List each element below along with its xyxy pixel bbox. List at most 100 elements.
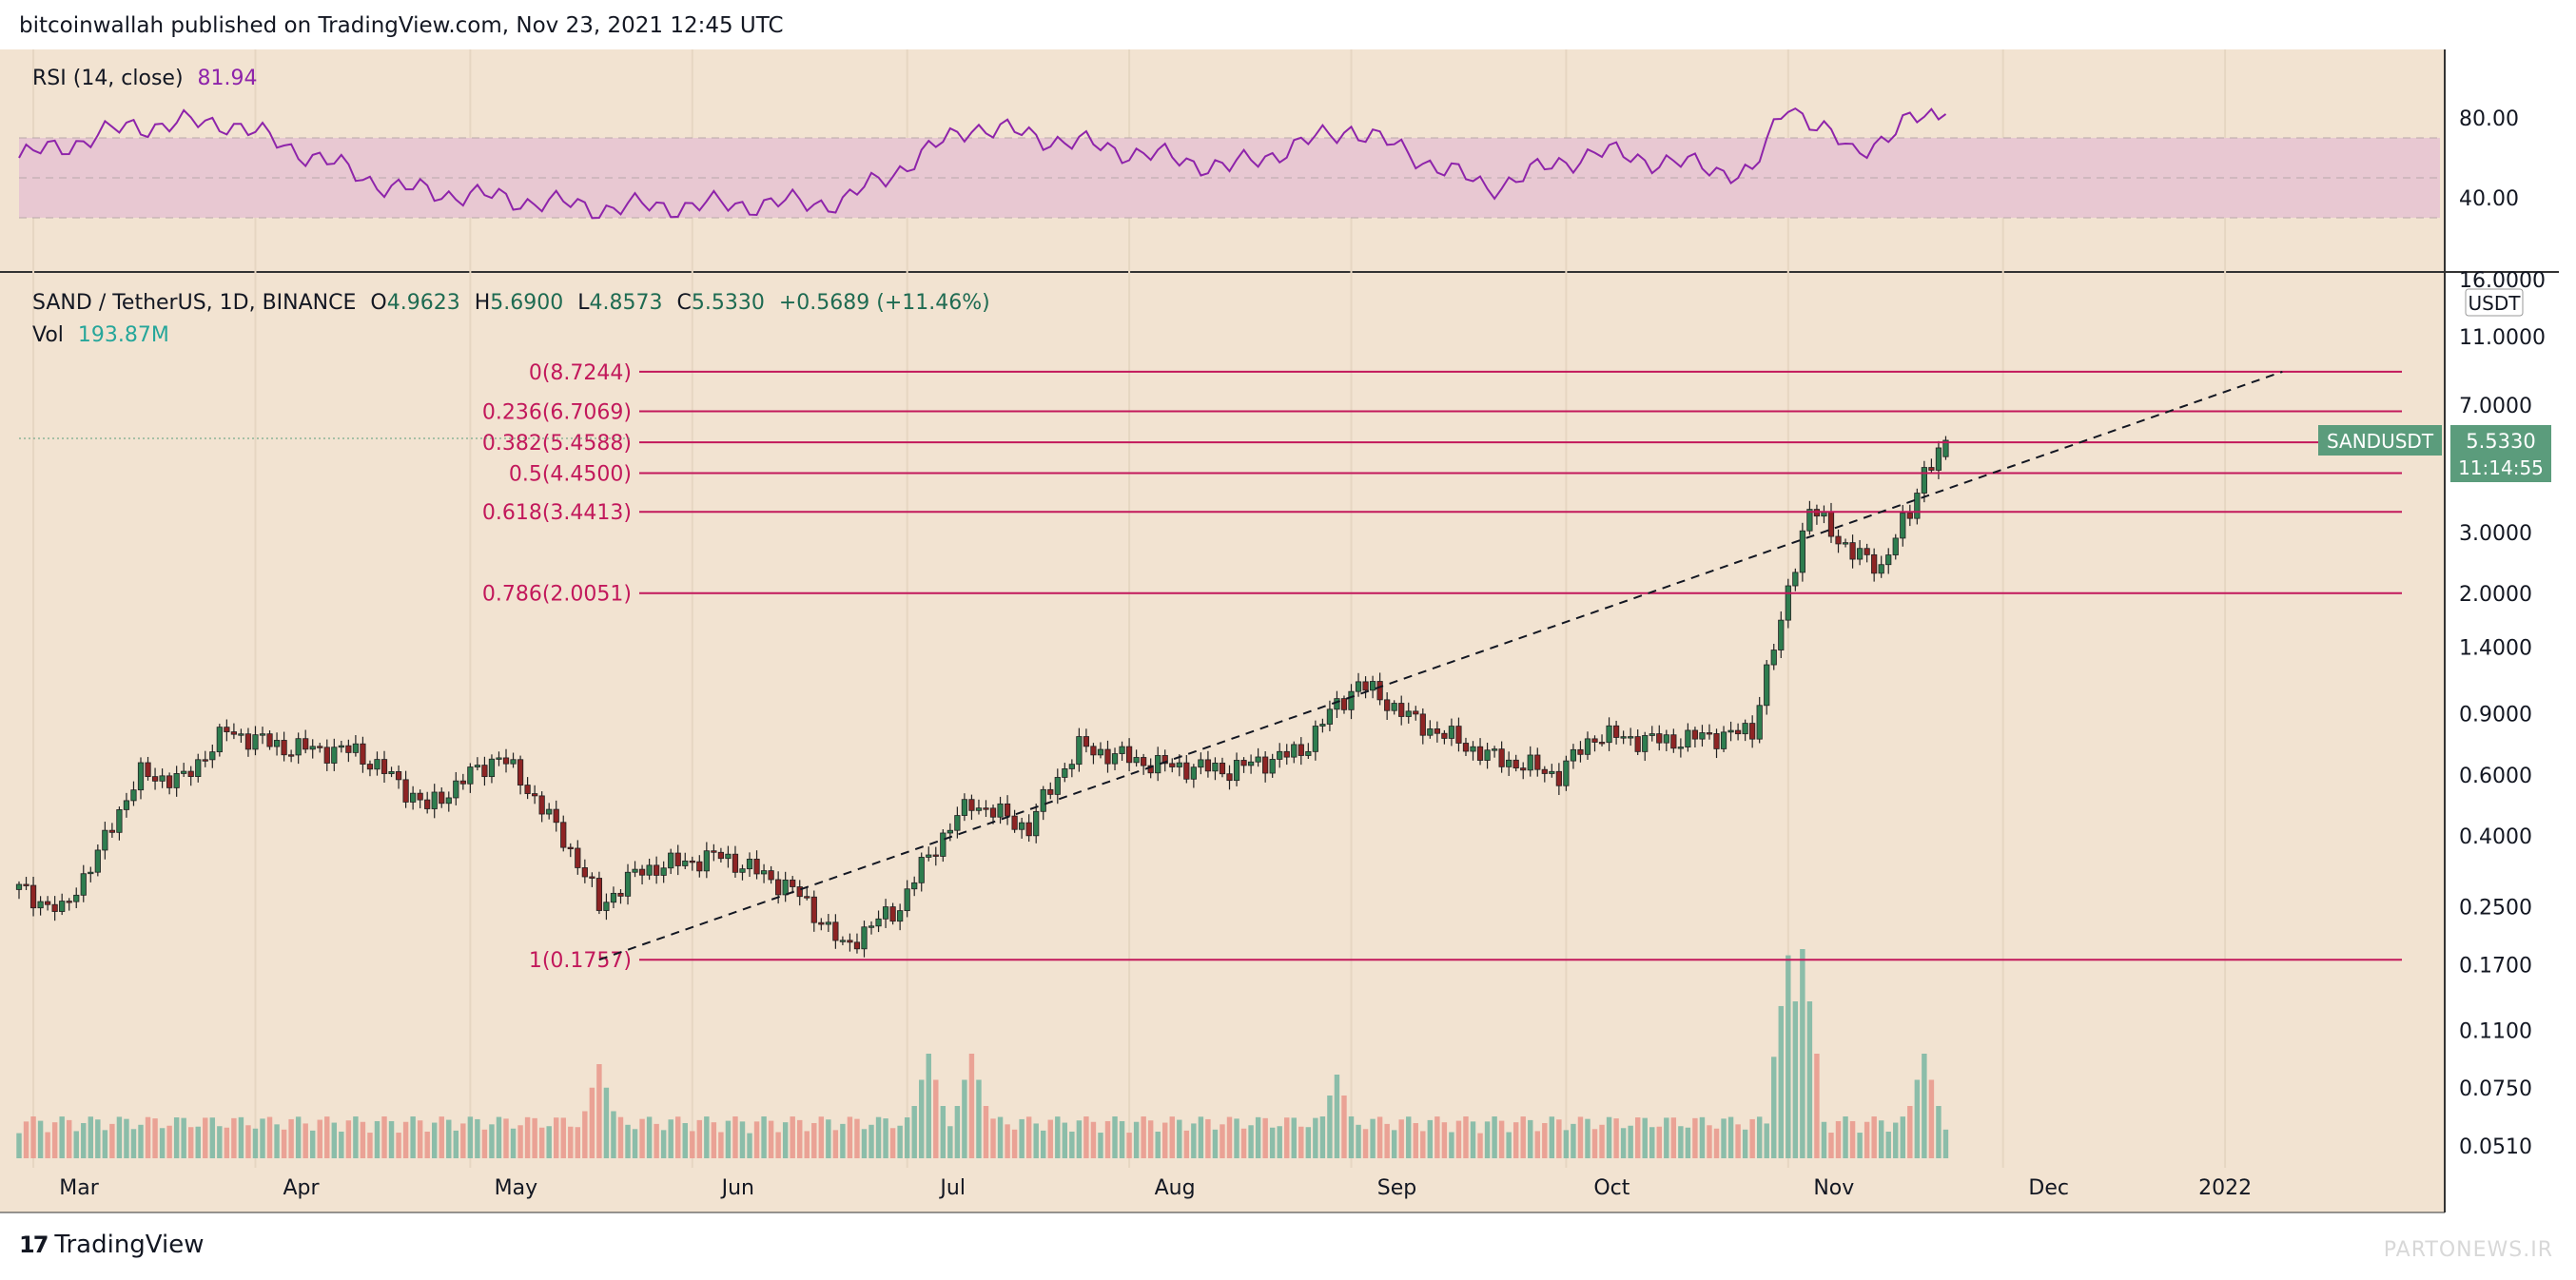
symbol-legend[interactable]: SAND / TetherUS, 1D, BINANCE O4.9623 H5.… <box>32 291 990 315</box>
candle-body <box>1570 748 1577 762</box>
volume-bar <box>1041 1130 1046 1158</box>
candle-body <box>1083 736 1090 747</box>
rsi-pane[interactable] <box>18 107 2440 220</box>
candle-body <box>488 758 496 778</box>
candle-body <box>532 793 538 797</box>
volume-bar <box>704 1116 710 1158</box>
candle-body <box>510 759 517 765</box>
candle-body <box>1455 726 1462 744</box>
candle-body <box>567 846 574 850</box>
candle-body <box>1892 537 1899 555</box>
candle-body <box>825 921 831 925</box>
volume-bar <box>1155 1131 1161 1158</box>
time-tick-label: Oct <box>1593 1176 1630 1200</box>
candle-body <box>1204 759 1212 772</box>
volume-bar <box>1613 1118 1619 1158</box>
volume-bar <box>854 1118 860 1158</box>
candle-body <box>1720 731 1727 749</box>
volume-bar <box>460 1123 466 1158</box>
volume-bar <box>1327 1096 1333 1158</box>
candle-body <box>1104 748 1111 765</box>
tradingview-logo-icon: 17 <box>19 1232 49 1258</box>
volume-bar <box>1463 1116 1469 1158</box>
candle-body <box>1935 447 1942 471</box>
candle-body <box>904 888 910 912</box>
fib-retracement[interactable]: 0(8.7244) 0.236(6.7069) 0.382(5.4588) 0.5(4… <box>19 361 2402 973</box>
volume-bar <box>926 1054 931 1158</box>
candlesticks[interactable] <box>15 436 1949 958</box>
candle-body <box>954 815 961 831</box>
volume-bar <box>790 1116 795 1158</box>
fib-level-label: 1(0.1757) <box>529 949 632 973</box>
candle-body <box>889 906 896 922</box>
candle-body <box>1612 725 1620 738</box>
volume-bar <box>847 1116 853 1158</box>
volume-bar <box>59 1116 65 1158</box>
candle-body <box>481 765 488 778</box>
volume-bar <box>432 1122 438 1158</box>
candle-body <box>717 851 725 860</box>
tradingview-logo-label: TradingView <box>54 1231 205 1259</box>
candle-body <box>1068 764 1075 769</box>
volume-bar <box>453 1130 459 1158</box>
candle-body <box>1097 748 1104 756</box>
volume-bar <box>274 1124 280 1158</box>
volume-bar <box>1821 1121 1827 1158</box>
volume-bar <box>281 1129 287 1158</box>
volume-bar <box>660 1130 667 1158</box>
price-axis-tick: 0.1700 <box>2459 954 2532 978</box>
price-axis[interactable]: 80.0040.0016.0000USDT11.00007.00003.0000… <box>2459 107 2546 1159</box>
volume-bar <box>1922 1054 1927 1158</box>
volume-bar <box>1234 1118 1239 1158</box>
volume-bar <box>1391 1130 1397 1158</box>
rsi-legend[interactable]: RSI (14, close) 81.94 <box>32 67 258 90</box>
candle-body <box>1419 713 1426 736</box>
candle-body <box>281 740 287 756</box>
volume-bar <box>725 1120 732 1158</box>
candle-body <box>546 808 553 815</box>
candle-body <box>968 799 975 811</box>
candle-body <box>1806 509 1813 532</box>
trading-chart[interactable]: 0(8.7244) 0.236(6.7069) 0.382(5.4588) 0.5(4… <box>0 0 2576 1227</box>
candle-body <box>66 901 72 903</box>
candle-body <box>1742 723 1748 735</box>
candle-body <box>1326 708 1334 725</box>
volume-label: Vol <box>32 323 64 347</box>
tradingview-logo[interactable]: 17 TradingView <box>19 1231 205 1259</box>
price-axis-tick: 0.0750 <box>2459 1077 2532 1101</box>
candle-body <box>946 829 953 834</box>
volume-bar <box>1370 1118 1376 1158</box>
candle-body <box>1749 723 1756 740</box>
volume-bar <box>1735 1124 1741 1158</box>
volume-bar <box>1907 1106 1913 1158</box>
volume-bar <box>1843 1116 1848 1158</box>
candle-body <box>1498 748 1505 767</box>
volume-bar <box>360 1121 366 1158</box>
volume-bar <box>554 1117 559 1158</box>
volume-bar <box>811 1122 817 1158</box>
candle-body <box>123 800 130 810</box>
candle-body <box>1470 746 1476 752</box>
volume-bar <box>861 1129 868 1158</box>
candle-body <box>1764 664 1770 707</box>
candle-body <box>847 940 853 943</box>
volume-legend[interactable]: Vol 193.87M <box>32 323 169 347</box>
volume-bar <box>1900 1116 1905 1158</box>
price-axis-tick: 0.2500 <box>2459 896 2532 920</box>
candle-body <box>252 734 259 750</box>
volume-bar <box>1692 1117 1698 1158</box>
volume-bar <box>1477 1133 1483 1158</box>
candle-body <box>431 791 438 809</box>
candle-body <box>1634 736 1641 752</box>
candle-body <box>273 740 281 747</box>
candle-body <box>682 860 689 866</box>
time-axis[interactable]: Mar Apr May Jun Jul Aug Sep Oct Nov Dec 2022 <box>59 1176 2252 1200</box>
candle-body <box>453 780 459 799</box>
candle-body <box>796 886 803 898</box>
volume-bar <box>782 1122 789 1158</box>
volume-bar <box>1133 1121 1140 1158</box>
candle-body <box>173 773 180 788</box>
candle-body <box>1312 726 1318 752</box>
volume-bar <box>130 1129 137 1158</box>
candle-body <box>1076 736 1083 766</box>
